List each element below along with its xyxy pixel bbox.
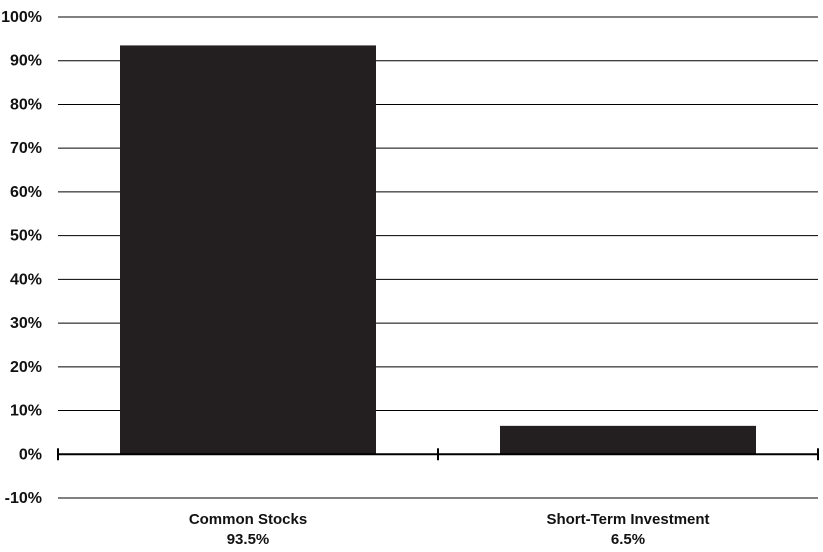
bar-short-term-investment: [500, 425, 756, 455]
y-tick-label: 40%: [10, 271, 42, 288]
y-tick-label: 80%: [10, 96, 42, 113]
category-label: Short-Term Investment: [546, 511, 709, 528]
value-label: 6.5%: [611, 531, 645, 548]
bars: [120, 45, 756, 455]
y-tick-label: 30%: [10, 315, 42, 332]
category-label: Common Stocks: [189, 511, 307, 528]
y-tick-label: 50%: [10, 228, 42, 245]
y-tick-label: 20%: [10, 359, 42, 376]
x-axis: [57, 448, 819, 461]
y-tick-label: 10%: [10, 403, 42, 420]
bar-common-stocks: [120, 45, 376, 455]
y-tick-label: 60%: [10, 184, 42, 201]
category-labels: Common Stocks 93.5% Short-Term Investment 6…: [189, 511, 710, 548]
y-tick-label: 70%: [10, 140, 42, 157]
y-tick-labels: -10% 0% 10% 20% 30% 40% 50% 60% 70% 80% 90% 100%: [1, 9, 42, 507]
y-tick-label: -10%: [5, 490, 42, 507]
y-tick-label: 0%: [19, 446, 42, 463]
y-tick-label: 90%: [10, 53, 42, 70]
value-label: 93.5%: [227, 531, 270, 548]
y-tick-label: 100%: [1, 9, 42, 26]
